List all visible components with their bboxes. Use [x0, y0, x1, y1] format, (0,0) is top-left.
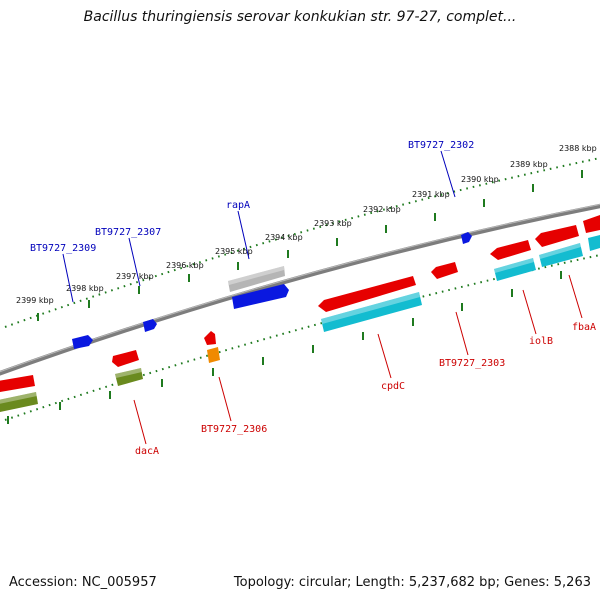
scale-label: 2398 kbp: [66, 284, 104, 293]
gene-red-right[interactable]: [583, 215, 600, 233]
forward-genes: [72, 232, 472, 349]
lower-major-ticks: [7, 271, 562, 424]
reverse-genes: [0, 215, 600, 412]
gene-bt9727-2307[interactable]: [143, 319, 157, 332]
map-title: Bacillus thuringiensis serovar konkukian…: [83, 9, 517, 25]
gene-rapA-grey[interactable]: [228, 266, 285, 292]
gene-bt9727-2303[interactable]: [431, 262, 458, 279]
reverse-gene-labels: dacA BT9727_2306 cpdC BT9727_2303 iolB f…: [135, 322, 596, 457]
scale-labels: 2399 kbp 2398 kbp 2397 kbp 2396 kbp 2395…: [16, 144, 597, 305]
gene-label-dacA[interactable]: dacA: [135, 446, 159, 457]
gene-bt9727-2306-red[interactable]: [204, 331, 216, 345]
gene-bt9727-2306[interactable]: [207, 347, 220, 363]
gene-label-rapA[interactable]: rapA: [226, 200, 250, 211]
gene-label-iolB[interactable]: iolB: [529, 336, 553, 347]
scale-label: 2397 kbp: [116, 272, 154, 281]
scale-label: 2399 kbp: [16, 296, 54, 305]
gene-fbaA[interactable]: [539, 243, 583, 267]
scale-label: 2388 kbp: [559, 144, 597, 153]
gene-label-bt9727-2307[interactable]: BT9727_2307: [95, 227, 161, 238]
lower-scale-dots: [4, 254, 600, 421]
gene-label-cpdC[interactable]: cpdC: [381, 381, 405, 392]
scale-label: 2389 kbp: [510, 160, 548, 169]
scale-label: 2391 kbp: [412, 190, 450, 199]
gene-label-bt9727-2302[interactable]: BT9727_2302: [408, 140, 474, 151]
scale-label: 2390 kbp: [461, 175, 499, 184]
gene-label-bt9727-2306[interactable]: BT9727_2306: [201, 424, 267, 435]
accession-text: Accession: NC_005957: [9, 575, 157, 590]
gene-olive-left[interactable]: [0, 392, 38, 412]
gene-cpdC-red[interactable]: [318, 276, 416, 312]
gene-label-bt9727-2309[interactable]: BT9727_2309: [30, 243, 96, 254]
upper-scale-dots: [4, 157, 600, 328]
scale-label: 2392 kbp: [363, 205, 401, 214]
topology-text: Topology: circular; Length: 5,237,682 bp…: [233, 575, 591, 590]
gene-fbaA-red[interactable]: [535, 225, 579, 247]
forward-gene-labels: BT9727_2309 BT9727_2307 rapA BT9727_2302: [30, 140, 474, 254]
scale-label: 2396 kbp: [166, 261, 204, 270]
leader-lines: [62, 150, 583, 445]
gene-iolB-red[interactable]: [490, 240, 531, 260]
gene-dacA-red[interactable]: [112, 350, 139, 367]
scale-label: 2394 kbp: [265, 233, 303, 242]
gene-iolB[interactable]: [494, 258, 536, 281]
gene-bt9727-2302[interactable]: [461, 232, 472, 244]
gene-bt9727-2309[interactable]: [72, 335, 93, 349]
gene-highlights: [0, 243, 581, 404]
gene-dacA[interactable]: [115, 368, 143, 386]
scale-label: 2395 kbp: [215, 247, 253, 256]
gene-label-fbaA[interactable]: fbaA: [572, 322, 596, 333]
gene-cpdC[interactable]: [321, 292, 422, 332]
gene-cyan-right[interactable]: [588, 235, 600, 251]
upper-major-ticks: [37, 170, 583, 321]
gene-label-bt9727-2303[interactable]: BT9727_2303: [439, 358, 505, 369]
gene-rapA[interactable]: [232, 284, 289, 309]
gene-red-left[interactable]: [0, 375, 35, 392]
scale-label: 2393 kbp: [314, 219, 352, 228]
